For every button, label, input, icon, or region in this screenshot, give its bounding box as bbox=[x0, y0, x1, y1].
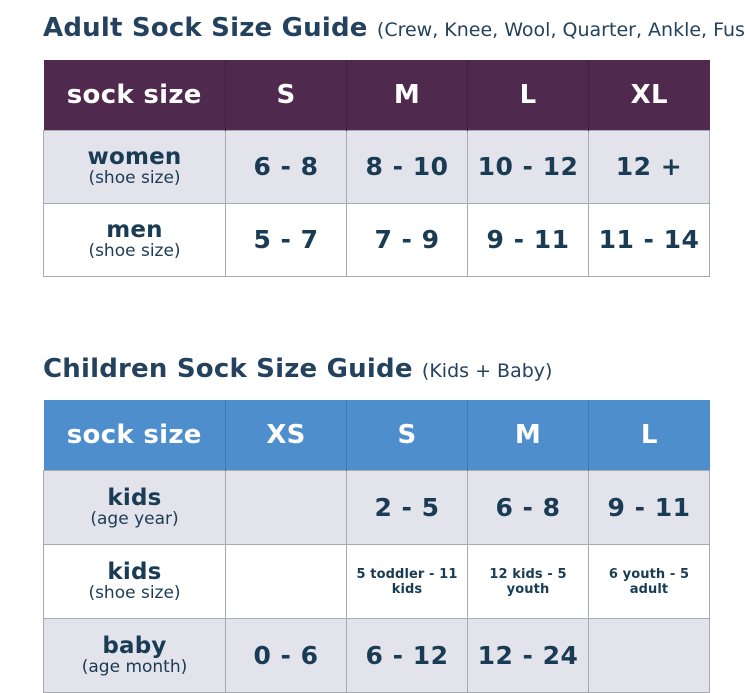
size-value-cell: 10 - 12 bbox=[467, 129, 589, 204]
size-value-cell: 9 - 11 bbox=[467, 202, 589, 277]
row-sublabel: (age year) bbox=[90, 508, 179, 529]
row-sublabel: (age month) bbox=[81, 656, 188, 677]
column-header-m: M bbox=[467, 400, 589, 471]
table-row-baby: baby (age month) 0 - 6 6 - 12 12 - 24 bbox=[43, 618, 710, 693]
row-label: women bbox=[87, 143, 182, 170]
column-header-xs: XS bbox=[225, 400, 347, 471]
size-value-cell: 9 - 11 bbox=[588, 470, 710, 545]
row-sublabel: (shoe size) bbox=[88, 240, 181, 261]
size-value-cell: 5 - 7 bbox=[225, 202, 347, 277]
column-header-xl: XL bbox=[588, 59, 710, 130]
size-value-cell: 12 - 24 bbox=[467, 618, 589, 693]
table-row-kids-age: kids (age year) 2 - 5 6 - 8 9 - 11 bbox=[43, 470, 710, 545]
size-value-cell: 11 - 14 bbox=[588, 202, 710, 277]
adult-header-row: sock size S M L XL bbox=[43, 59, 710, 130]
column-header-l: L bbox=[467, 59, 589, 130]
column-header-m: M bbox=[346, 59, 468, 130]
size-value-cell bbox=[588, 618, 710, 693]
children-guide-subtitle: (Kids + Baby) bbox=[421, 359, 553, 382]
row-sublabel: (shoe size) bbox=[88, 167, 181, 188]
size-value-cell: 8 - 10 bbox=[346, 129, 468, 204]
column-header-sock-size: sock size bbox=[43, 59, 226, 130]
row-sublabel: (shoe size) bbox=[88, 582, 181, 603]
size-value-cell bbox=[225, 470, 347, 545]
size-value-cell: 12 kids - 5 youth bbox=[467, 544, 589, 619]
column-header-l: L bbox=[588, 400, 710, 471]
row-header-baby: baby (age month) bbox=[43, 618, 226, 693]
size-value-cell: 7 - 9 bbox=[346, 202, 468, 277]
table-row-men: men (shoe size) 5 - 7 7 - 9 9 - 11 11 - … bbox=[43, 202, 710, 277]
size-value-cell: 6 - 8 bbox=[225, 129, 347, 204]
table-row-kids-shoe: kids (shoe size) 5 toddler - 11 kids 12 … bbox=[43, 544, 710, 619]
adult-guide-title-text: Adult Sock Size Guide bbox=[43, 13, 368, 43]
children-guide-title: Children Sock Size Guide (Kids + Baby) bbox=[43, 353, 745, 386]
adult-size-table: sock size S M L XL women (shoe size) 6 -… bbox=[43, 59, 710, 277]
size-value-cell: 6 youth - 5 adult bbox=[588, 544, 710, 619]
adult-guide-title: Adult Sock Size Guide (Crew, Knee, Wool,… bbox=[43, 12, 745, 45]
size-value-cell bbox=[225, 544, 347, 619]
size-value-cell: 6 - 12 bbox=[346, 618, 468, 693]
row-header-kids-age: kids (age year) bbox=[43, 470, 226, 545]
size-value-cell: 6 - 8 bbox=[467, 470, 589, 545]
size-value-cell: 12 + bbox=[588, 129, 710, 204]
row-header-women: women (shoe size) bbox=[43, 129, 226, 204]
row-label: men bbox=[106, 216, 163, 243]
children-guide-title-text: Children Sock Size Guide bbox=[43, 353, 413, 384]
size-value-cell: 5 toddler - 11 kids bbox=[346, 544, 468, 619]
row-label: baby bbox=[102, 632, 167, 659]
adult-guide-subtitle: (Crew, Knee, Wool, Quarter, Ankle, Fusio… bbox=[376, 19, 745, 41]
size-value-cell: 0 - 6 bbox=[225, 618, 347, 693]
row-header-kids-shoe: kids (shoe size) bbox=[43, 544, 226, 619]
size-value-cell: 2 - 5 bbox=[346, 470, 468, 545]
row-label: kids bbox=[107, 558, 162, 585]
column-header-sock-size: sock size bbox=[43, 400, 226, 471]
column-header-s: S bbox=[346, 400, 468, 471]
column-header-s: S bbox=[225, 59, 347, 130]
table-row-women: women (shoe size) 6 - 8 8 - 10 10 - 12 1… bbox=[43, 129, 710, 204]
children-header-row: sock size XS S M L bbox=[43, 400, 710, 471]
children-size-table: sock size XS S M L kids (age year) 2 - 5… bbox=[43, 400, 710, 693]
row-header-men: men (shoe size) bbox=[43, 202, 226, 277]
row-label: kids bbox=[107, 484, 162, 511]
